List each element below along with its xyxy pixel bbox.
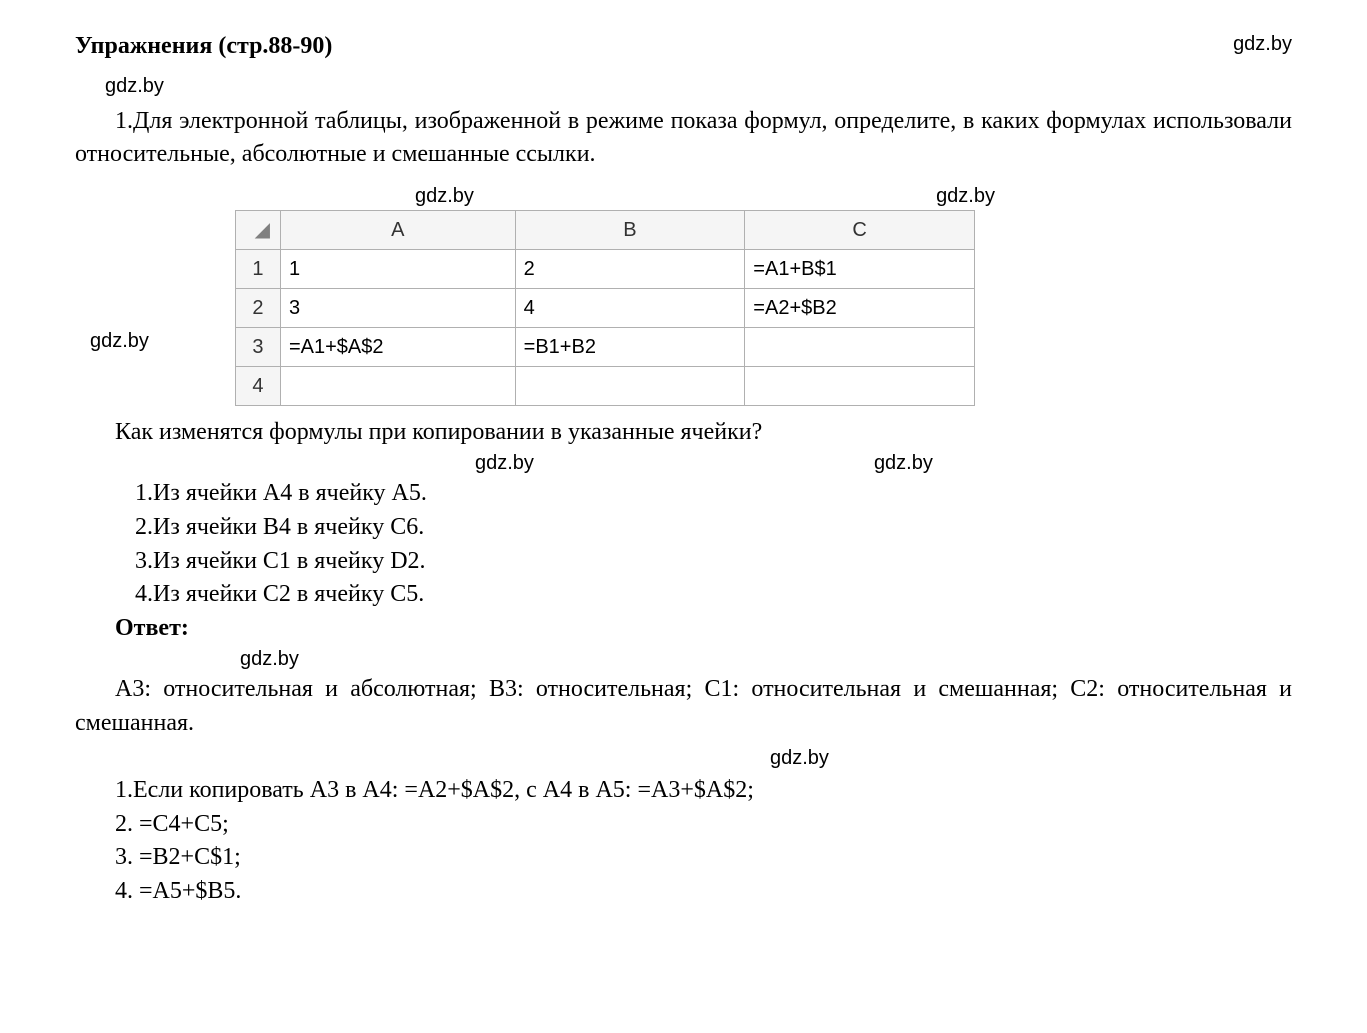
watermark-under-title: gdz.by <box>105 72 1292 100</box>
watermark-above-table-1: gdz.by <box>415 182 474 210</box>
cell-c4 <box>745 366 975 405</box>
watermark-beside-table: gdz.by <box>90 327 149 355</box>
answer-list-item: 1.Если копировать A3 в A4: =A2+$A$2, с A… <box>75 774 1292 808</box>
table-corner: ◢ <box>236 210 281 249</box>
answer-paragraph: A3: относительная и абсолютная; B3: отно… <box>75 673 1292 740</box>
watermark-answer-2: gdz.by <box>770 747 829 769</box>
cell-c2: =A2+$B2 <box>745 288 975 327</box>
row-header-2: 2 <box>236 288 281 327</box>
cell-b3: =B1+B2 <box>515 327 745 366</box>
answer-list-item: 3. =B2+C$1; <box>75 841 1292 875</box>
watermark-mid-2: gdz.by <box>874 449 933 477</box>
answer-list-item: 4. =A5+$B5. <box>75 875 1292 909</box>
watermark-top-right: gdz.by <box>1233 30 1292 58</box>
row-header-1: 1 <box>236 249 281 288</box>
answer-title: Ответ: <box>75 612 1292 646</box>
row-header-3: 3 <box>236 327 281 366</box>
table-row: 1 1 2 =A1+B$1 <box>236 249 975 288</box>
cell-c3 <box>745 327 975 366</box>
question-list: 1.Из ячейки A4 в ячейку A5. 2.Из ячейки … <box>135 477 1292 611</box>
cell-a1: 1 <box>280 249 515 288</box>
list-item: 3.Из ячейки C1 в ячейку D2. <box>135 545 1292 579</box>
cell-a2: 3 <box>280 288 515 327</box>
cell-b1: 2 <box>515 249 745 288</box>
list-item: 2.Из ячейки B4 в ячейку C6. <box>135 511 1292 545</box>
col-header-a: A <box>280 210 515 249</box>
page-title: Упражнения (стр.88-90) <box>75 30 332 64</box>
table-row: 3 =A1+$A$2 =B1+B2 <box>236 327 975 366</box>
cell-a3: =A1+$A$2 <box>280 327 515 366</box>
list-item: 1.Из ячейки A4 в ячейку A5. <box>135 477 1292 511</box>
watermark-answer-1: gdz.by <box>240 645 299 673</box>
cell-b2: 4 <box>515 288 745 327</box>
list-item: 4.Из ячейки C2 в ячейку C5. <box>135 578 1292 612</box>
intro-paragraph: 1.Для электронной таблицы, изображенной … <box>75 105 1292 172</box>
watermark-above-table-2: gdz.by <box>936 182 995 210</box>
table-row: 2 3 4 =A2+$B2 <box>236 288 975 327</box>
question-text: Как изменятся формулы при копировании в … <box>75 416 1292 450</box>
answer-list-item: 2. =C4+C5; <box>75 808 1292 842</box>
row-header-4: 4 <box>236 366 281 405</box>
table-row: 4 <box>236 366 975 405</box>
cell-c1: =A1+B$1 <box>745 249 975 288</box>
col-header-b: B <box>515 210 745 249</box>
col-header-c: C <box>745 210 975 249</box>
cell-a4 <box>280 366 515 405</box>
spreadsheet-table: ◢ A B C 1 1 2 =A1+B$1 2 3 4 =A2+$B2 3 =A… <box>235 210 975 406</box>
watermark-mid-1: gdz.by <box>475 449 534 477</box>
cell-b4 <box>515 366 745 405</box>
